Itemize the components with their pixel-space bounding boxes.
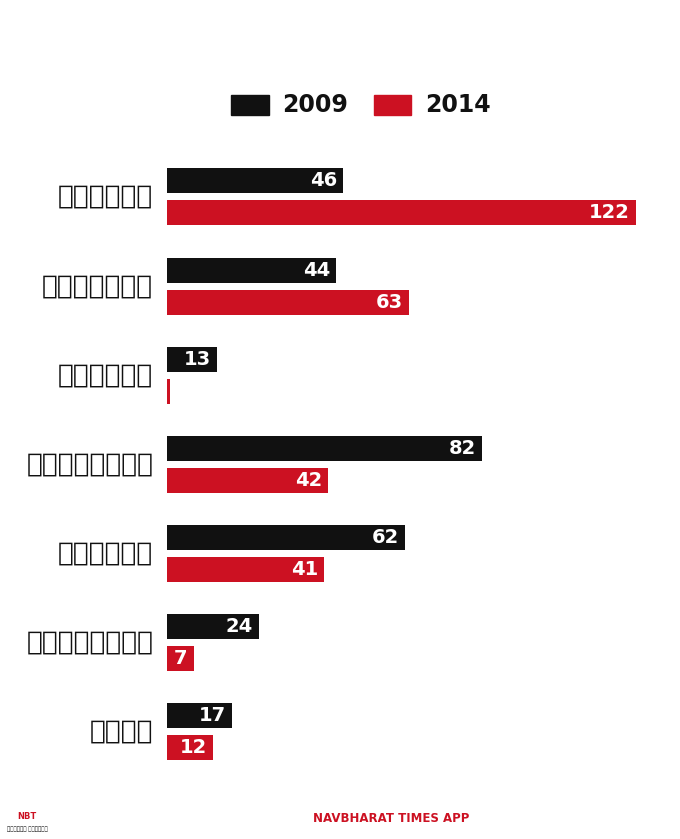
Text: बीजेपी: बीजेपी — [58, 184, 153, 210]
Text: App Store: App Store — [522, 808, 566, 817]
Text: NBT: NBT — [18, 812, 37, 821]
Bar — [167, 525, 405, 550]
Text: निर्दलीय: निर्दलीय — [27, 630, 153, 656]
Bar — [167, 201, 636, 226]
Text: 122: 122 — [589, 204, 630, 222]
Bar — [167, 347, 216, 372]
Bar — [167, 614, 259, 639]
Bar — [167, 378, 171, 404]
Text: एमएनएस: एमएनएस — [58, 362, 153, 388]
Text: 2009: 2009 — [282, 93, 348, 117]
Text: FOR MORE  INFOGRAPHICS DOWNLOAD: FOR MORE INFOGRAPHICS DOWNLOAD — [88, 812, 358, 826]
Text: Windows
Phone: Windows Phone — [643, 803, 677, 822]
Text: Google play: Google play — [578, 808, 632, 817]
Text: 1: 1 — [172, 382, 186, 401]
Text: 62: 62 — [372, 528, 399, 547]
Bar — [167, 703, 232, 728]
Bar — [167, 258, 336, 283]
Text: 2014: 2014 — [425, 93, 491, 117]
Text: 42: 42 — [295, 471, 322, 490]
Bar — [167, 646, 194, 671]
Text: 2014 और 2009 की दलगत स्थिति: 2014 और 2009 की दलगत स्थिति — [35, 24, 645, 62]
Bar — [167, 557, 324, 582]
Bar — [167, 435, 482, 461]
Text: 12: 12 — [180, 738, 207, 758]
Text: नवभारत टाइम्स: नवभारत टाइम्स — [7, 826, 48, 831]
Text: 13: 13 — [184, 350, 211, 368]
Bar — [167, 468, 328, 493]
Text: 17: 17 — [199, 706, 226, 725]
Text: एनसीपी: एनसीपी — [58, 540, 153, 566]
Text: अन्य: अन्य — [90, 719, 153, 745]
Bar — [167, 289, 409, 315]
Text: कांग्रेस: कांग्रेस — [27, 451, 153, 477]
Text: 46: 46 — [311, 171, 338, 190]
Text: 41: 41 — [291, 560, 318, 579]
FancyBboxPatch shape — [374, 95, 411, 115]
Text: 7: 7 — [174, 649, 188, 668]
Bar — [167, 736, 213, 760]
Text: 82: 82 — [449, 439, 476, 458]
Text: 24: 24 — [226, 618, 253, 636]
FancyBboxPatch shape — [231, 95, 269, 115]
Circle shape — [0, 806, 245, 831]
Text: 63: 63 — [376, 293, 403, 311]
Text: NAVBHARAT TIMES APP: NAVBHARAT TIMES APP — [313, 812, 469, 826]
Bar — [167, 169, 343, 193]
Text: 44: 44 — [303, 261, 330, 279]
Text: शिवसेना: शिवसेना — [42, 273, 153, 299]
